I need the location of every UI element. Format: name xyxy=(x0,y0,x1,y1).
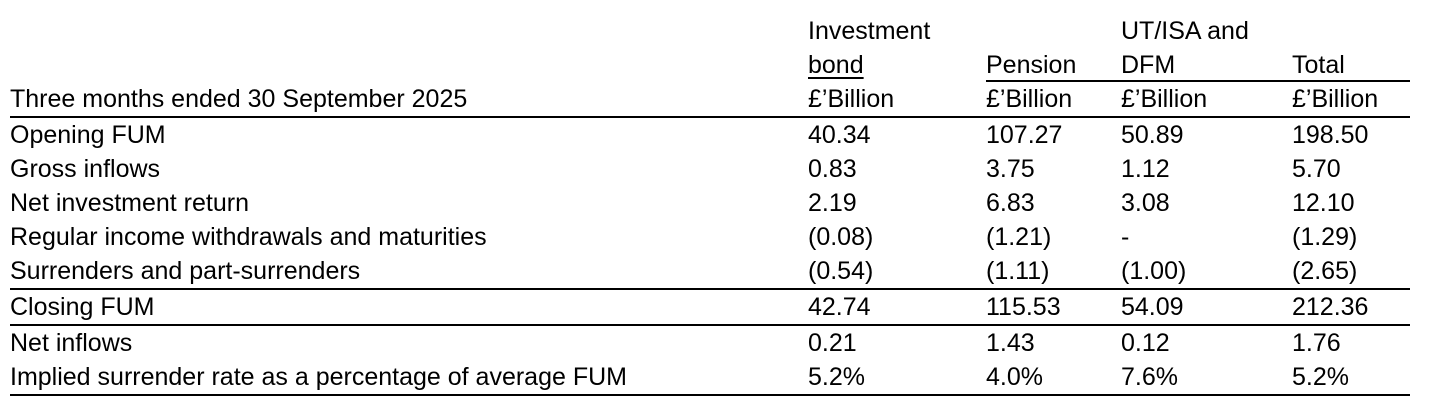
cell-total: 198.50 xyxy=(1292,121,1369,149)
cell-pension: (1.21) xyxy=(986,223,1052,251)
table-row: Net investment return 2.19 6.83 3.08 12.… xyxy=(10,186,1410,220)
row-label: Implied surrender rate as a percentage o… xyxy=(10,363,627,391)
cell-pension: 3.75 xyxy=(986,155,1035,183)
row-label: Gross inflows xyxy=(10,155,161,183)
cell-investment-bond: 42.74 xyxy=(808,293,871,321)
subtotal-rule xyxy=(10,288,1410,290)
table-row-closing: Closing FUM 42.74 115.53 54.09 212.36 xyxy=(10,290,1410,324)
header-rule-pension xyxy=(986,80,1121,82)
cell-pension: 107.27 xyxy=(986,121,1063,149)
header-rule-total xyxy=(1292,80,1410,82)
table-bottom-rule xyxy=(10,394,1410,396)
table-row: Regular income withdrawals and maturitie… xyxy=(10,220,1410,254)
cell-investment-bond: 2.19 xyxy=(808,189,857,217)
row-label: Net investment return xyxy=(10,189,249,217)
cell-pension: 115.53 xyxy=(986,293,1061,321)
cell-ut-isa-dfm: 7.6% xyxy=(1121,363,1178,391)
table-row: Implied surrender rate as a percentage o… xyxy=(10,360,1410,394)
header-rule-dfm xyxy=(1121,80,1292,82)
cell-pension: 6.83 xyxy=(986,189,1035,217)
cell-total: (1.29) xyxy=(1292,223,1358,251)
column-unit: £’Billion xyxy=(1292,85,1379,113)
column-header-line2: DFM xyxy=(1121,51,1176,79)
cell-total: 212.36 xyxy=(1292,293,1369,321)
table-row: Net inflows 0.21 1.43 0.12 1.76 xyxy=(10,326,1410,360)
table-row: Surrenders and part-surrenders (0.54) (1… xyxy=(10,254,1410,288)
row-label: Opening FUM xyxy=(10,121,166,149)
cell-investment-bond: 40.34 xyxy=(808,121,871,149)
table-row: Opening FUM 40.34 107.27 50.89 198.50 xyxy=(10,118,1410,152)
cell-ut-isa-dfm: (1.00) xyxy=(1121,257,1187,285)
closing-rule xyxy=(10,324,1410,326)
cell-investment-bond: (0.54) xyxy=(808,257,874,285)
fum-table: Three months ended 30 September 2025 Inv… xyxy=(10,16,1410,396)
cell-ut-isa-dfm: 50.89 xyxy=(1121,121,1184,149)
column-unit: £’Billion xyxy=(986,85,1073,113)
cell-ut-isa-dfm: 54.09 xyxy=(1121,293,1184,321)
cell-pension: (1.11) xyxy=(986,257,1050,285)
column-header-line1: UT/ISA and xyxy=(1121,17,1249,45)
column-header-line2: Pension xyxy=(986,51,1077,79)
cell-total: 5.2% xyxy=(1292,363,1349,391)
column-header-line1: Investment xyxy=(808,17,931,45)
row-label: Closing FUM xyxy=(10,293,155,321)
cell-investment-bond: 0.83 xyxy=(808,155,857,183)
column-header-line2: bond xyxy=(808,51,864,79)
cell-investment-bond: 0.21 xyxy=(808,329,857,357)
cell-pension: 4.0% xyxy=(986,363,1043,391)
column-unit: £’Billion xyxy=(808,85,895,113)
cell-ut-isa-dfm: 0.12 xyxy=(1121,329,1170,357)
table-header: Three months ended 30 September 2025 Inv… xyxy=(10,16,1410,116)
column-unit: £’Billion xyxy=(1121,85,1208,113)
cell-ut-isa-dfm: 1.12 xyxy=(1121,155,1170,183)
row-label: Regular income withdrawals and maturitie… xyxy=(10,223,487,251)
cell-ut-isa-dfm: - xyxy=(1121,223,1130,251)
cell-ut-isa-dfm: 3.08 xyxy=(1121,189,1170,217)
cell-investment-bond: (0.08) xyxy=(808,223,874,251)
cell-total: (2.65) xyxy=(1292,257,1358,285)
column-header-line2: Total xyxy=(1292,51,1345,79)
cell-total: 1.76 xyxy=(1292,329,1341,357)
row-label: Net inflows xyxy=(10,329,133,357)
cell-pension: 1.43 xyxy=(986,329,1035,357)
table-title: Three months ended 30 September 2025 xyxy=(10,85,468,113)
cell-total: 5.70 xyxy=(1292,155,1341,183)
cell-investment-bond: 5.2% xyxy=(808,363,865,391)
header-bottom-rule xyxy=(10,116,1410,118)
cell-total: 12.10 xyxy=(1292,189,1355,217)
row-label: Surrenders and part-surrenders xyxy=(10,257,361,285)
table-row: Gross inflows 0.83 3.75 1.12 5.70 xyxy=(10,152,1410,186)
